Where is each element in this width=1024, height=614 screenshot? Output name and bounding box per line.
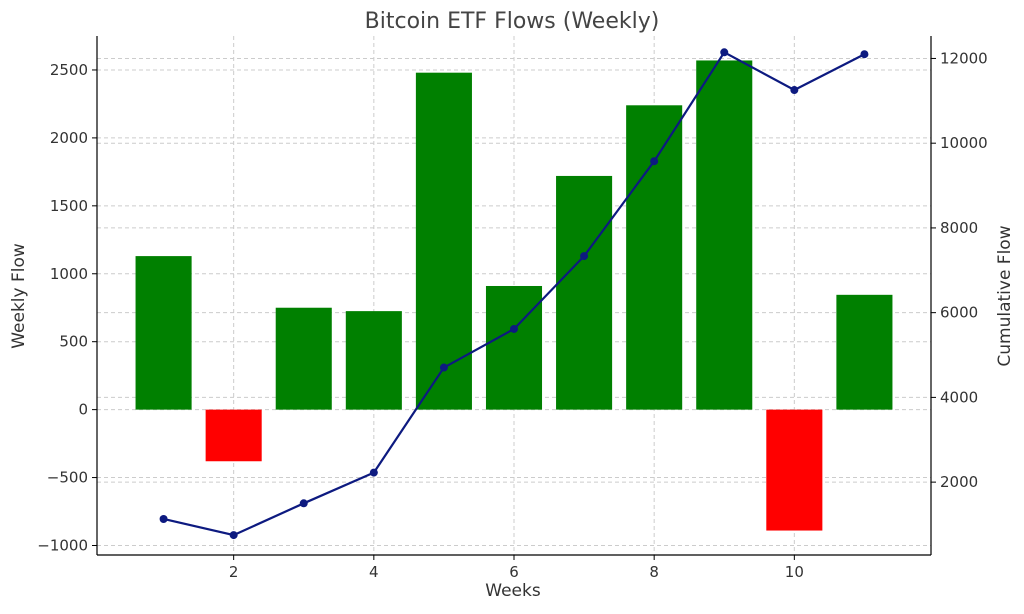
cumulative-flow-point <box>580 252 589 261</box>
x-tick-label: 6 <box>509 563 519 581</box>
y-tick-label: 2000 <box>50 129 88 147</box>
weekly-flow-bar <box>415 72 472 410</box>
y-axis-title: Weekly Flow <box>9 243 29 349</box>
y-tick-label: −1000 <box>37 536 88 554</box>
tick-labels-layer: 2 4 6 8 10 −1000 −500 0 500 1000 1500 2000 2500 2000 4… <box>37 49 987 581</box>
y2-tick-label: 10000 <box>940 134 988 152</box>
y-tick-label: 0 <box>78 401 88 419</box>
y2-tick-label: 12000 <box>940 49 988 67</box>
cumulative-flow-point <box>860 50 869 59</box>
cumulative-line-layer <box>159 48 869 540</box>
cumulative-flow-point <box>650 157 659 166</box>
weekly-flow-bar <box>485 285 543 410</box>
y2-tick-label: 2000 <box>940 473 978 491</box>
y-tick-label: 1000 <box>50 265 88 283</box>
y2-axis-title: Cumulative Flow <box>995 225 1015 366</box>
y2-tick-label: 4000 <box>940 388 978 406</box>
weekly-flow-bar <box>135 256 192 410</box>
y2-tick-label: 8000 <box>940 219 978 237</box>
y-tick-label: 2500 <box>50 61 88 79</box>
y-tick-label: 500 <box>59 333 88 351</box>
weekly-flow-bar <box>626 105 683 410</box>
x-axis-title: Weeks <box>485 581 541 601</box>
cumulative-flow-point <box>790 86 799 95</box>
cumulative-flow-point <box>720 48 729 57</box>
weekly-flow-bar <box>275 307 332 410</box>
cumulative-flow-point <box>510 324 518 333</box>
x-tick-label: 8 <box>649 563 659 581</box>
y2-tick-label: 6000 <box>940 304 978 322</box>
x-tick-label: 10 <box>785 563 804 581</box>
cumulative-flow-point <box>299 499 308 508</box>
weekly-flow-bar <box>205 409 262 462</box>
bars-layer <box>135 60 893 531</box>
weekly-flow-bar <box>345 311 402 410</box>
weekly-flow-bar <box>836 294 893 410</box>
chart-title: Bitcoin ETF Flows (Weekly) <box>365 9 660 34</box>
weekly-flow-bar <box>766 409 823 531</box>
x-tick-label: 2 <box>229 563 239 581</box>
cumulative-flow-point <box>439 363 448 372</box>
x-tick-label: 4 <box>369 563 379 581</box>
y-tick-label: 1500 <box>50 197 88 215</box>
cumulative-flow-point <box>229 531 238 540</box>
axes-layer <box>92 36 936 560</box>
cumulative-flow-point <box>369 468 378 477</box>
weekly-flow-bar <box>556 175 613 410</box>
cumulative-flow-point <box>159 514 168 523</box>
y-tick-label: −500 <box>47 469 88 487</box>
weekly-flow-bar <box>696 60 753 410</box>
